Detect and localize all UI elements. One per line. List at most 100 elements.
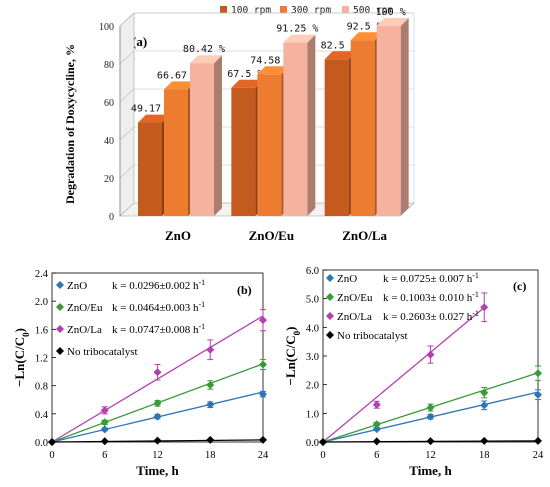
data-point	[372, 400, 381, 409]
bar-value-label: 91.25 %	[276, 24, 318, 35]
bar-value-label: 49.17 %	[131, 104, 173, 115]
y-tick-label: 1.6	[35, 325, 48, 336]
legend-label: 500 rpm	[353, 5, 393, 16]
bar-value-label: 92.5 %	[347, 21, 383, 32]
data-point	[153, 412, 162, 421]
y-tick-label: 1.2	[35, 354, 48, 365]
y-tick-label: 4.0	[306, 323, 319, 334]
bar-top	[257, 66, 290, 75]
bar-group: 49.17 % 66.67 % 80.42 % 67.5 % 74.58 % 91.25 …	[131, 7, 409, 217]
x-axis-label: Time, h	[136, 463, 179, 478]
bar	[257, 74, 282, 216]
data-point	[534, 436, 542, 445]
data-point	[426, 403, 435, 412]
legend-marker	[56, 325, 64, 333]
bar	[190, 63, 214, 217]
legend-label: ZnO/La	[337, 311, 372, 323]
bar-top	[324, 51, 357, 60]
legend-label: ZnO/Eu	[67, 302, 103, 314]
y-tick-label: 80	[104, 60, 114, 71]
legend-label: ZnO	[337, 273, 357, 285]
data-point	[259, 390, 267, 399]
bar-top	[350, 32, 383, 41]
data-point	[426, 412, 435, 421]
x-tick-label: 0	[320, 450, 325, 461]
data-point	[426, 350, 435, 359]
rate-constant-label: k = 0.1003± 0.010 h-1	[383, 290, 479, 305]
bar-value-label: 67.5 %	[227, 69, 263, 80]
bar-top	[376, 18, 409, 26]
data-point	[534, 390, 542, 399]
x-tick-label: ZnO/Eu	[249, 228, 295, 243]
legend-marker	[326, 293, 334, 301]
data-point	[206, 435, 215, 444]
gridline	[119, 88, 135, 103]
legend-label: 300 rpm	[291, 5, 331, 16]
legend-label: ZnO/Eu	[337, 292, 373, 304]
data-point	[480, 388, 489, 397]
legend-swatch	[342, 6, 349, 13]
bar-value-label: 80.42 %	[183, 44, 225, 55]
data-point	[100, 418, 109, 427]
data-point	[206, 345, 215, 354]
y-tick-label: 2.0	[35, 297, 48, 308]
legend-marker	[326, 331, 334, 339]
legend-label: No tribocatalyst	[67, 346, 138, 358]
data-point	[259, 316, 267, 325]
data-point	[480, 401, 489, 410]
bar-legend: 100 rpm 300 rpm 500 rpm	[220, 5, 393, 16]
data-point	[100, 425, 109, 434]
x-tick-label: 12	[152, 450, 163, 461]
legend-label: ZnO	[67, 280, 87, 292]
rate-constant-label: k = 0.0747±0.008 h-1	[112, 322, 205, 337]
bar	[376, 26, 401, 216]
x-tick-label: 6	[374, 450, 379, 461]
data-point	[259, 360, 267, 369]
data-point	[426, 437, 435, 446]
gridline	[119, 12, 135, 27]
data-point	[480, 303, 489, 312]
gridline	[119, 126, 135, 141]
rate-constant-label: k = 0.0464±0.003 h-1	[112, 300, 205, 315]
data-point	[206, 400, 215, 409]
data-point	[100, 406, 109, 415]
panel-label: (c)	[513, 279, 526, 293]
y-axis-label: −Ln(C/C0)	[283, 327, 302, 386]
y-tick-label: 60	[104, 98, 114, 109]
y-tick-label: 3.0	[306, 352, 319, 363]
y-tick-label: 0	[109, 212, 114, 223]
series-fit-line	[322, 307, 485, 443]
x-tick-label: 0	[49, 450, 54, 461]
data-point	[100, 437, 109, 446]
x-tick-label: 18	[479, 450, 490, 461]
bar-chart-a: 100 rpm 300 rpm 500 rpm (a) Degradation of…	[63, 5, 415, 243]
legend-label: No tribocatalyst	[337, 330, 408, 342]
data-point	[372, 437, 381, 446]
gridline	[119, 50, 135, 65]
bar-top	[164, 81, 196, 90]
bar-top	[231, 79, 264, 88]
bar	[231, 87, 256, 216]
data-point	[206, 380, 215, 389]
panel-label-a: (a)	[132, 34, 147, 49]
bar	[164, 89, 188, 216]
legend-marker	[326, 312, 334, 320]
plot-area-b: 0.0 0.4 0.8 1.2 1.6 2.0 2.4 0 6 12 18 24 Time, h −Ln(…	[12, 269, 269, 478]
y-tick-label: 2.4	[35, 269, 49, 280]
data-point	[480, 436, 489, 445]
bar-top	[138, 114, 170, 123]
x-tick-labels-a: ZnO ZnO/Eu ZnO/La	[165, 228, 388, 243]
y-tick-label: 6.0	[306, 266, 319, 277]
y-tick-label: 20	[104, 174, 114, 185]
data-point	[153, 368, 162, 377]
x-tick-label: ZnO/La	[342, 228, 387, 243]
y-tick-label: 0.0	[35, 438, 48, 449]
y-tick-label: 5.0	[306, 295, 319, 306]
data-point	[372, 420, 381, 429]
bar-value-label: 82.5 %	[321, 40, 357, 51]
data-point	[153, 399, 162, 408]
bar	[138, 122, 162, 216]
panel-label: (b)	[237, 283, 252, 297]
